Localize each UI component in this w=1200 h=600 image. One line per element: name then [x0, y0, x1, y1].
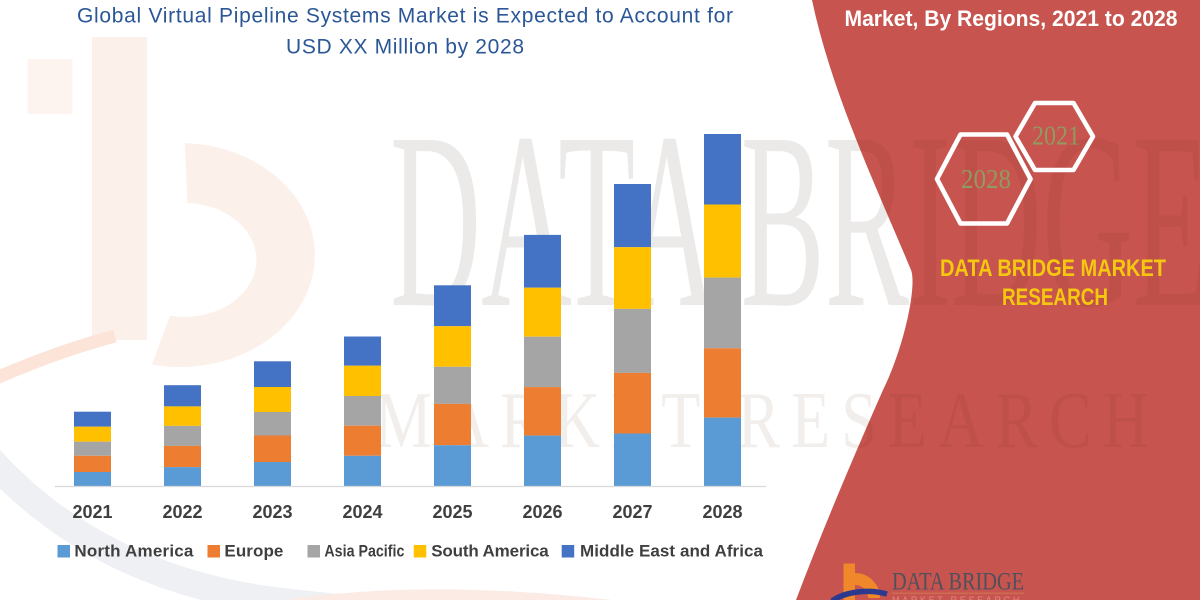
svg-text:Market, By Regions, 2021 to 20: Market, By Regions, 2021 to 2028: [845, 6, 1178, 31]
svg-text:Middle East and Africa: Middle East and Africa: [580, 542, 764, 561]
svg-text:2024: 2024: [342, 502, 382, 522]
svg-text:North America: North America: [74, 542, 194, 561]
svg-text:DATA BRIDGE MARKET: DATA BRIDGE MARKET: [940, 255, 1166, 282]
svg-text:MARKET RESEARCH: MARKET RESEARCH: [892, 596, 1022, 600]
svg-text:2028: 2028: [702, 502, 742, 522]
svg-text:2025: 2025: [432, 502, 472, 522]
svg-text:2021: 2021: [72, 502, 112, 522]
svg-text:2022: 2022: [162, 502, 202, 522]
svg-text:RESEARCH: RESEARCH: [1002, 284, 1108, 311]
svg-text:2026: 2026: [522, 502, 562, 522]
svg-text:Global Virtual Pipeline System: Global Virtual Pipeline Systems Market i…: [77, 5, 733, 28]
svg-text:2021: 2021: [1032, 121, 1080, 151]
svg-text:South America: South America: [431, 542, 549, 561]
svg-text:USD XX Million by 2028: USD XX Million by 2028: [286, 36, 524, 59]
svg-text:2027: 2027: [612, 502, 652, 522]
svg-text:Asia Pacific: Asia Pacific: [324, 542, 404, 561]
svg-text:2023: 2023: [252, 502, 292, 522]
svg-text:2028: 2028: [961, 164, 1011, 194]
svg-text:DATA BRIDGE: DATA BRIDGE: [892, 569, 1024, 596]
svg-text:Europe: Europe: [224, 542, 283, 561]
